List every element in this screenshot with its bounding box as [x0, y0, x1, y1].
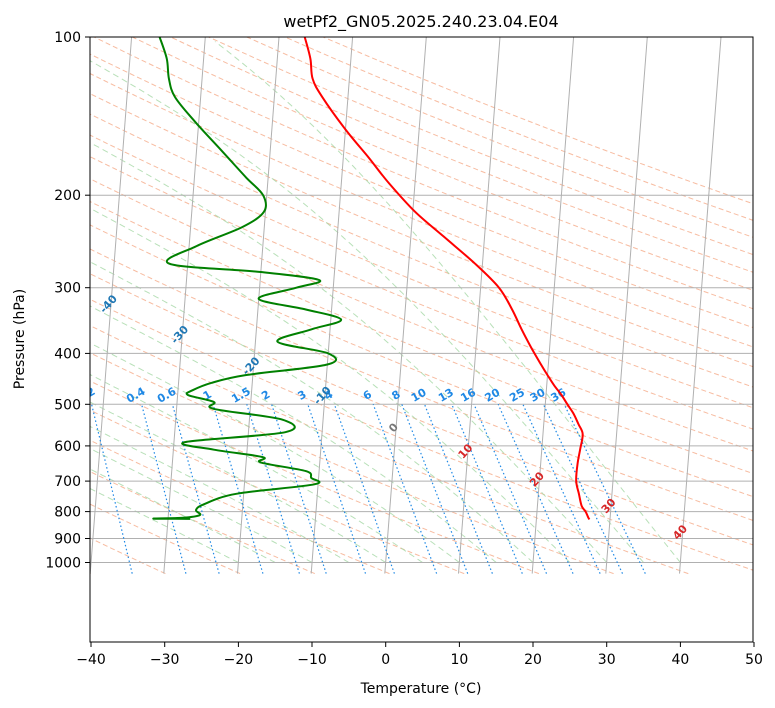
isotherm-line [90, 37, 133, 574]
y-tick-label: 500 [54, 397, 81, 413]
dry-adiabat-line [132, 37, 753, 291]
dry-adiabat-line [90, 439, 390, 575]
dry-adiabat-line [90, 409, 465, 575]
moist-adiabat-line [90, 305, 497, 563]
mixing-ratio-line [307, 404, 367, 574]
isotherm-line [384, 37, 427, 574]
x-tick-label: 40 [671, 652, 689, 668]
x-tick-label: −20 [224, 652, 254, 668]
y-axis-label: Pressure (hPa) [12, 289, 28, 389]
x-tick-label: 20 [524, 652, 542, 668]
mixing-ratio-line [563, 404, 646, 574]
y-tick-label: 400 [54, 346, 81, 362]
mixing-ratio-line [451, 404, 523, 574]
y-tick-label: 800 [54, 505, 81, 521]
chart-title: wetPf2_GN05.2025.240.23.04.E04 [283, 12, 558, 32]
dry-adiabat-line [90, 72, 753, 348]
moist-adiabat-line [90, 141, 608, 563]
dry-adiabat-line [93, 37, 753, 310]
mixing-ratio-line [141, 404, 187, 574]
y-tick-label: 200 [54, 188, 81, 204]
x-tick-label: −10 [297, 652, 327, 668]
mixing-ratio-line [522, 404, 601, 574]
mixing-ratio-label: 0.2 [74, 385, 97, 406]
y-tick-label: 300 [54, 281, 81, 297]
dry-adiabat-line [170, 37, 753, 273]
moist-adiabat-line [90, 207, 571, 563]
x-tick-label: −30 [150, 652, 180, 668]
x-tick-label: 10 [450, 652, 468, 668]
mixing-ratio-line [423, 404, 493, 574]
plot-frame [89, 36, 754, 643]
profile-series [152, 37, 591, 520]
dry-adiabat-line [90, 325, 689, 575]
x-tick-label: 30 [598, 652, 616, 668]
dry-adiabat-line [90, 200, 753, 475]
dry-adiabat-line [208, 37, 753, 256]
mixing-ratio-line [473, 404, 548, 574]
moist-adiabat-line [90, 342, 460, 563]
dry-adiabat-line [90, 248, 753, 521]
y-tick-label: 900 [54, 532, 81, 548]
moist-adiabat-line [90, 468, 276, 563]
dry-adiabat-line [90, 298, 753, 571]
axes: −40 −30 −20 −10 0 10 20 30 40 50 100 200 300 400 500 60… [45, 30, 763, 668]
mixing-ratio-line [497, 404, 574, 574]
x-tick-label: −40 [76, 652, 106, 668]
x-tick-label: 0 [381, 652, 390, 668]
background-lines [90, 37, 753, 575]
y-tick-label: 1000 [45, 556, 81, 572]
isotherm-line [458, 37, 501, 574]
y-tick-label: 700 [54, 474, 81, 490]
moist-adiabat-line [90, 261, 534, 563]
dry-adiabat-line [90, 352, 614, 575]
y-tick-label: 100 [54, 30, 81, 46]
temperature-profile-line [303, 37, 591, 520]
mixing-ratio-line [171, 404, 220, 574]
mixing-ratio-line [212, 404, 264, 574]
moist-adiabat-line [90, 401, 386, 563]
moist-adiabat-line [214, 41, 681, 563]
isotherm-line [605, 37, 648, 574]
dry-adiabat-line [90, 53, 753, 329]
dewpoint-profile-line [152, 37, 343, 520]
isotherm-line [531, 37, 575, 574]
dry-adiabat-line [90, 93, 753, 368]
moist-adiabat-line [90, 487, 239, 563]
mixing-ratio-line [542, 404, 624, 574]
mixing-ratio-line [91, 404, 133, 574]
isotherm-line [237, 37, 280, 574]
dry-adiabat-line [90, 273, 753, 546]
dry-adiabat-line [90, 503, 241, 575]
isotherm-line [679, 37, 722, 574]
dry-adiabat-line [90, 224, 753, 498]
x-tick-label: 50 [745, 652, 763, 668]
y-tick-label: 600 [54, 439, 81, 455]
x-axis-label: Temperature (°C) [360, 681, 482, 697]
